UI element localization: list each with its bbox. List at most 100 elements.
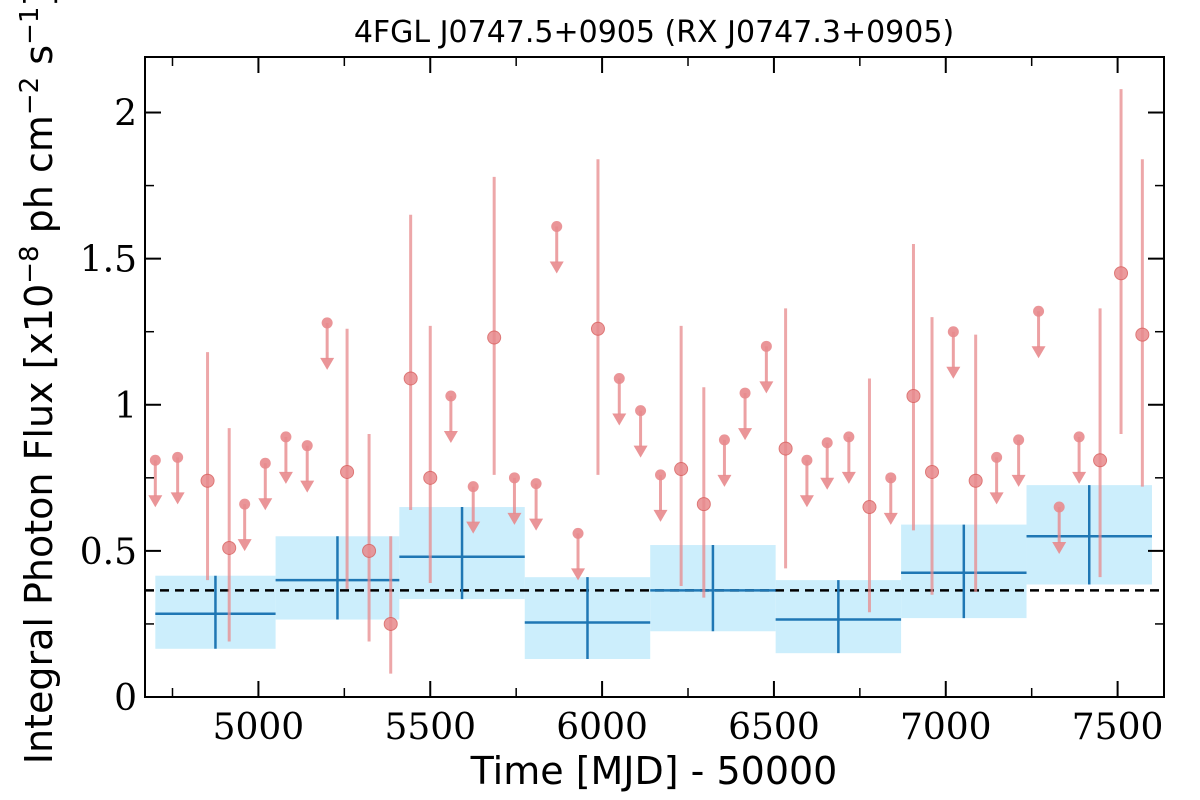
upper-limit-arrow <box>883 512 898 525</box>
chart-title: 4FGL J0747.5+0905 (RX J0747.3+0905) <box>354 15 954 50</box>
upper-limit-point <box>801 454 813 466</box>
upper-limit-point <box>635 405 647 417</box>
detection-point <box>1135 327 1150 342</box>
upper-limit-point <box>551 220 563 232</box>
upper-limit-arrow <box>612 413 627 426</box>
upper-limit-point <box>508 472 520 484</box>
y-tick-label: 1.5 <box>80 240 137 281</box>
detection-series <box>200 89 1150 674</box>
y-axis-title-part3: s <box>17 45 61 77</box>
detection-point <box>423 470 438 485</box>
x-tick-label: 7500 <box>1072 707 1164 748</box>
upper-limit-point <box>280 431 292 443</box>
y-axis-title-exp1: −8 <box>15 245 45 283</box>
upper-limit-point <box>1013 434 1025 446</box>
upper-limit-arrow <box>1031 346 1046 359</box>
x-tick-label: 5500 <box>384 707 476 748</box>
upper-limit-arrow <box>820 477 835 490</box>
upper-limit-arrow <box>653 509 668 522</box>
y-tick-label: 0.5 <box>80 532 137 573</box>
upper-limit-point <box>530 478 542 490</box>
upper-limit-point <box>655 469 667 481</box>
upper-limit-point <box>149 454 161 466</box>
upper-limit-arrow <box>278 471 293 484</box>
upper-limit-arrow <box>549 261 564 274</box>
plot-border <box>144 56 1165 698</box>
upper-limit-arrow <box>443 430 458 443</box>
y-axis-title-exp2: −2 <box>15 77 45 115</box>
detection-point <box>200 473 215 488</box>
upper-limit-arrow <box>507 512 522 525</box>
y-axis-title-part2: ph cm <box>17 115 61 245</box>
detection-point <box>487 330 502 345</box>
upper-limit-point <box>572 527 584 539</box>
upper-limit-arrow <box>1052 542 1067 555</box>
upper-limit-arrow <box>989 492 1004 505</box>
upper-limit-point <box>821 437 833 449</box>
upper-limit-point <box>445 390 457 402</box>
y-axis-title: Integral Photon Flux [x10−8 ph cm−2 s−1] <box>15 0 61 764</box>
detection-point <box>778 441 793 456</box>
detection-point <box>403 371 418 386</box>
upper-limit-point <box>301 440 313 452</box>
upper-limit-arrow <box>717 474 732 487</box>
upper-limit-point <box>718 434 730 446</box>
upper-limit-point <box>259 457 271 469</box>
detection-point <box>906 388 921 403</box>
upper-limit-arrow <box>841 471 856 484</box>
upper-limit-arrow <box>571 568 586 581</box>
upper-limit-arrow <box>529 518 544 531</box>
upper-limit-point <box>1033 305 1045 317</box>
upper-limit-point <box>1053 501 1065 513</box>
y-axis-title-exp3: −1 <box>15 7 45 45</box>
y-axis-title-close: ] <box>17 0 61 7</box>
detection-point <box>590 321 605 336</box>
upper-limit-arrow <box>320 357 335 370</box>
plot-frame <box>144 56 1165 698</box>
detection-point <box>340 464 355 479</box>
x-tick-label: 6000 <box>556 707 648 748</box>
axis-ticks: 5000 5500 6000 6500 7000 7500 0 0.5 1 1.5 2 <box>80 57 1164 748</box>
upper-limit-arrow <box>300 480 315 493</box>
x-tick-label: 6500 <box>728 707 820 748</box>
upper-limit-arrow <box>1011 474 1026 487</box>
upper-limit-arrow <box>170 492 185 505</box>
upper-limit-point <box>760 340 772 352</box>
x-tick-label: 5000 <box>213 707 305 748</box>
upper-limit-arrow <box>237 539 252 552</box>
detection-point <box>674 462 689 477</box>
upper-limit-arrow <box>148 495 163 508</box>
detection-point <box>383 616 398 631</box>
y-tick-label: 0 <box>114 678 137 719</box>
detection-point <box>1093 453 1108 468</box>
upper-limit-point <box>613 372 625 384</box>
detection-point <box>862 500 877 515</box>
upper-limit-arrow <box>633 445 648 458</box>
upper-limit-point <box>947 326 959 338</box>
binned-flux-series <box>155 485 1152 660</box>
y-axis-title-part1: Integral Photon Flux [x10 <box>17 284 61 765</box>
upper-limit-series <box>148 220 1087 581</box>
upper-limit-point <box>991 451 1003 463</box>
upper-limit-arrow <box>1072 471 1087 484</box>
upper-limit-arrow <box>799 495 814 508</box>
x-axis-title: Time [MJD] - 50000 <box>470 749 838 793</box>
upper-limit-point <box>739 387 751 399</box>
x-tick-label: 7000 <box>900 707 992 748</box>
y-tick-label: 2 <box>114 94 137 135</box>
detection-point <box>968 473 983 488</box>
upper-limit-point <box>1073 431 1085 443</box>
upper-limit-arrow <box>759 381 774 394</box>
y-tick-label: 1 <box>114 386 137 427</box>
detection-point <box>222 540 237 555</box>
upper-limit-arrow <box>466 521 481 534</box>
upper-limit-point <box>172 451 184 463</box>
detection-point <box>362 543 377 558</box>
upper-limit-arrow <box>738 428 753 441</box>
upper-limit-point <box>321 317 333 329</box>
upper-limit-arrow <box>258 498 273 511</box>
detection-point <box>696 497 711 512</box>
upper-limit-point <box>885 472 897 484</box>
upper-limit-point <box>843 431 855 443</box>
